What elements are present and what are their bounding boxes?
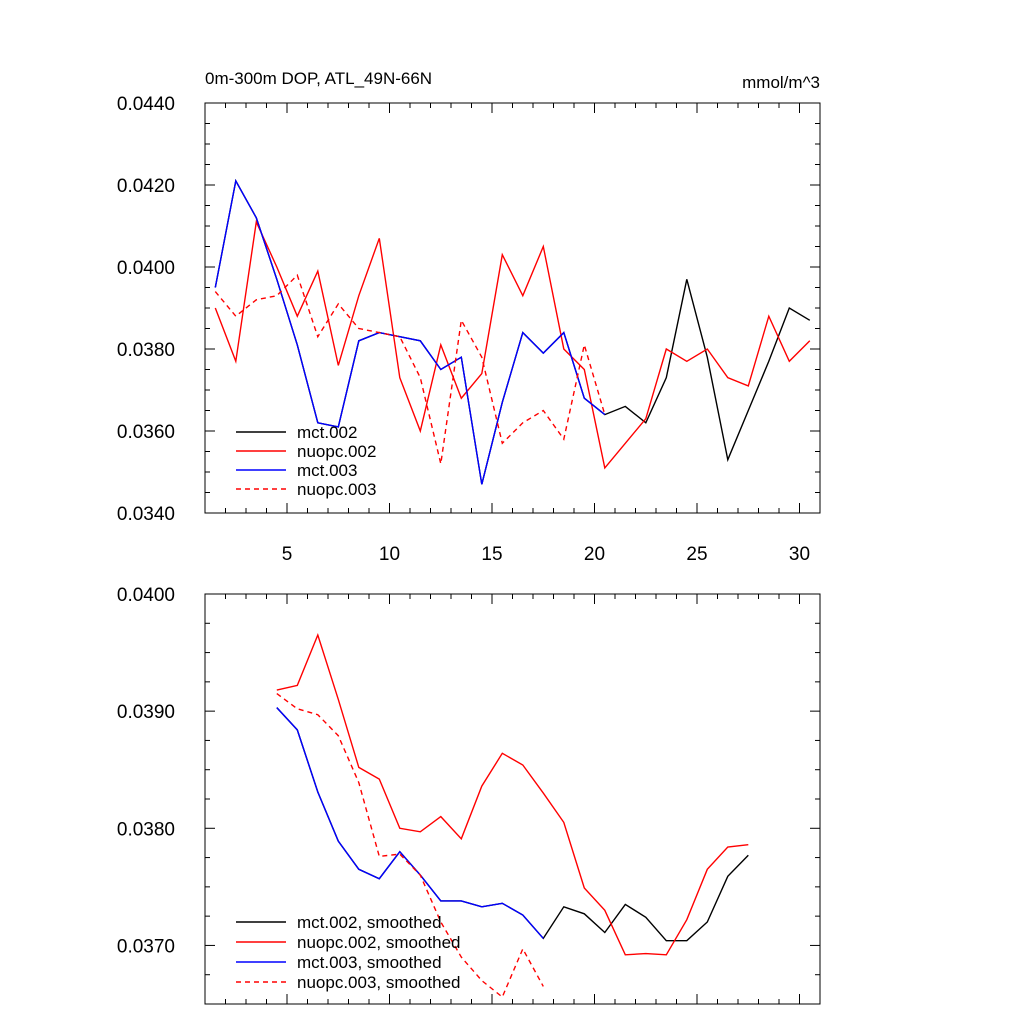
y-tick-label: 0.0340 — [117, 504, 175, 525]
y-tick-label: 0.0400 — [117, 258, 175, 279]
legend-label: mct.003, smoothed — [297, 953, 442, 972]
x-tick-label: 25 — [686, 544, 707, 565]
legend-label: nuopc.002 — [297, 442, 376, 461]
x-tick-label: 15 — [481, 544, 502, 565]
x-tick-label: 20 — [584, 544, 605, 565]
legend-label: mct.003 — [297, 461, 357, 480]
legend-label: mct.002, smoothed — [297, 913, 442, 932]
y-tick-label: 0.0400 — [117, 585, 175, 606]
plot-frame — [204, 102, 821, 514]
legend-label: nuopc.003, smoothed — [297, 973, 461, 992]
legend-label: nuopc.003 — [297, 480, 376, 499]
series-line-nuopc-002-smoothed — [276, 632, 749, 956]
y-tick-label: 0.0420 — [117, 176, 175, 197]
units-label: mmol/m^3 — [742, 73, 820, 92]
series-line-mct-003 — [214, 178, 606, 485]
y-tick-label: 0.0440 — [117, 94, 175, 115]
data-series — [214, 178, 811, 485]
y-tick-label: 0.0390 — [117, 702, 175, 723]
series-line-nuopc-003-smoothed — [276, 693, 544, 999]
series-line-mct-002-smoothed — [276, 707, 749, 942]
axis-ticks: 5 10 15 20 25 30 0.0340 0.0360 0.0380 0.0400 0.042… — [117, 94, 821, 565]
y-tick-label: 0.0380 — [117, 819, 175, 840]
y-tick-label: 0.0380 — [117, 340, 175, 361]
x-tick-label: 10 — [379, 544, 400, 565]
legend-label: mct.002 — [297, 423, 357, 442]
y-tick-label: 0.0370 — [117, 936, 175, 957]
x-tick-label: 5 — [282, 544, 293, 565]
bottom-panel: 0.0370 0.0380 0.0390 0.0400 mct.002, smooth… — [117, 585, 821, 1005]
plot-frame — [204, 593, 821, 1005]
y-tick-label: 0.0360 — [117, 422, 175, 443]
series-line-mct-003-smoothed — [276, 707, 544, 939]
legend-label: nuopc.002, smoothed — [297, 933, 461, 952]
top-panel: 0m-300m DOP, ATL_49N-66N mmol/m^3 5 10 15 2… — [117, 69, 821, 565]
x-tick-label: 30 — [789, 544, 810, 565]
axis-ticks: 0.0370 0.0380 0.0390 0.0400 — [117, 585, 821, 1005]
data-series — [276, 632, 749, 999]
series-line-nuopc-002 — [214, 219, 811, 470]
chart-title: 0m-300m DOP, ATL_49N-66N — [205, 69, 432, 88]
series-line-nuopc-003 — [214, 273, 606, 464]
